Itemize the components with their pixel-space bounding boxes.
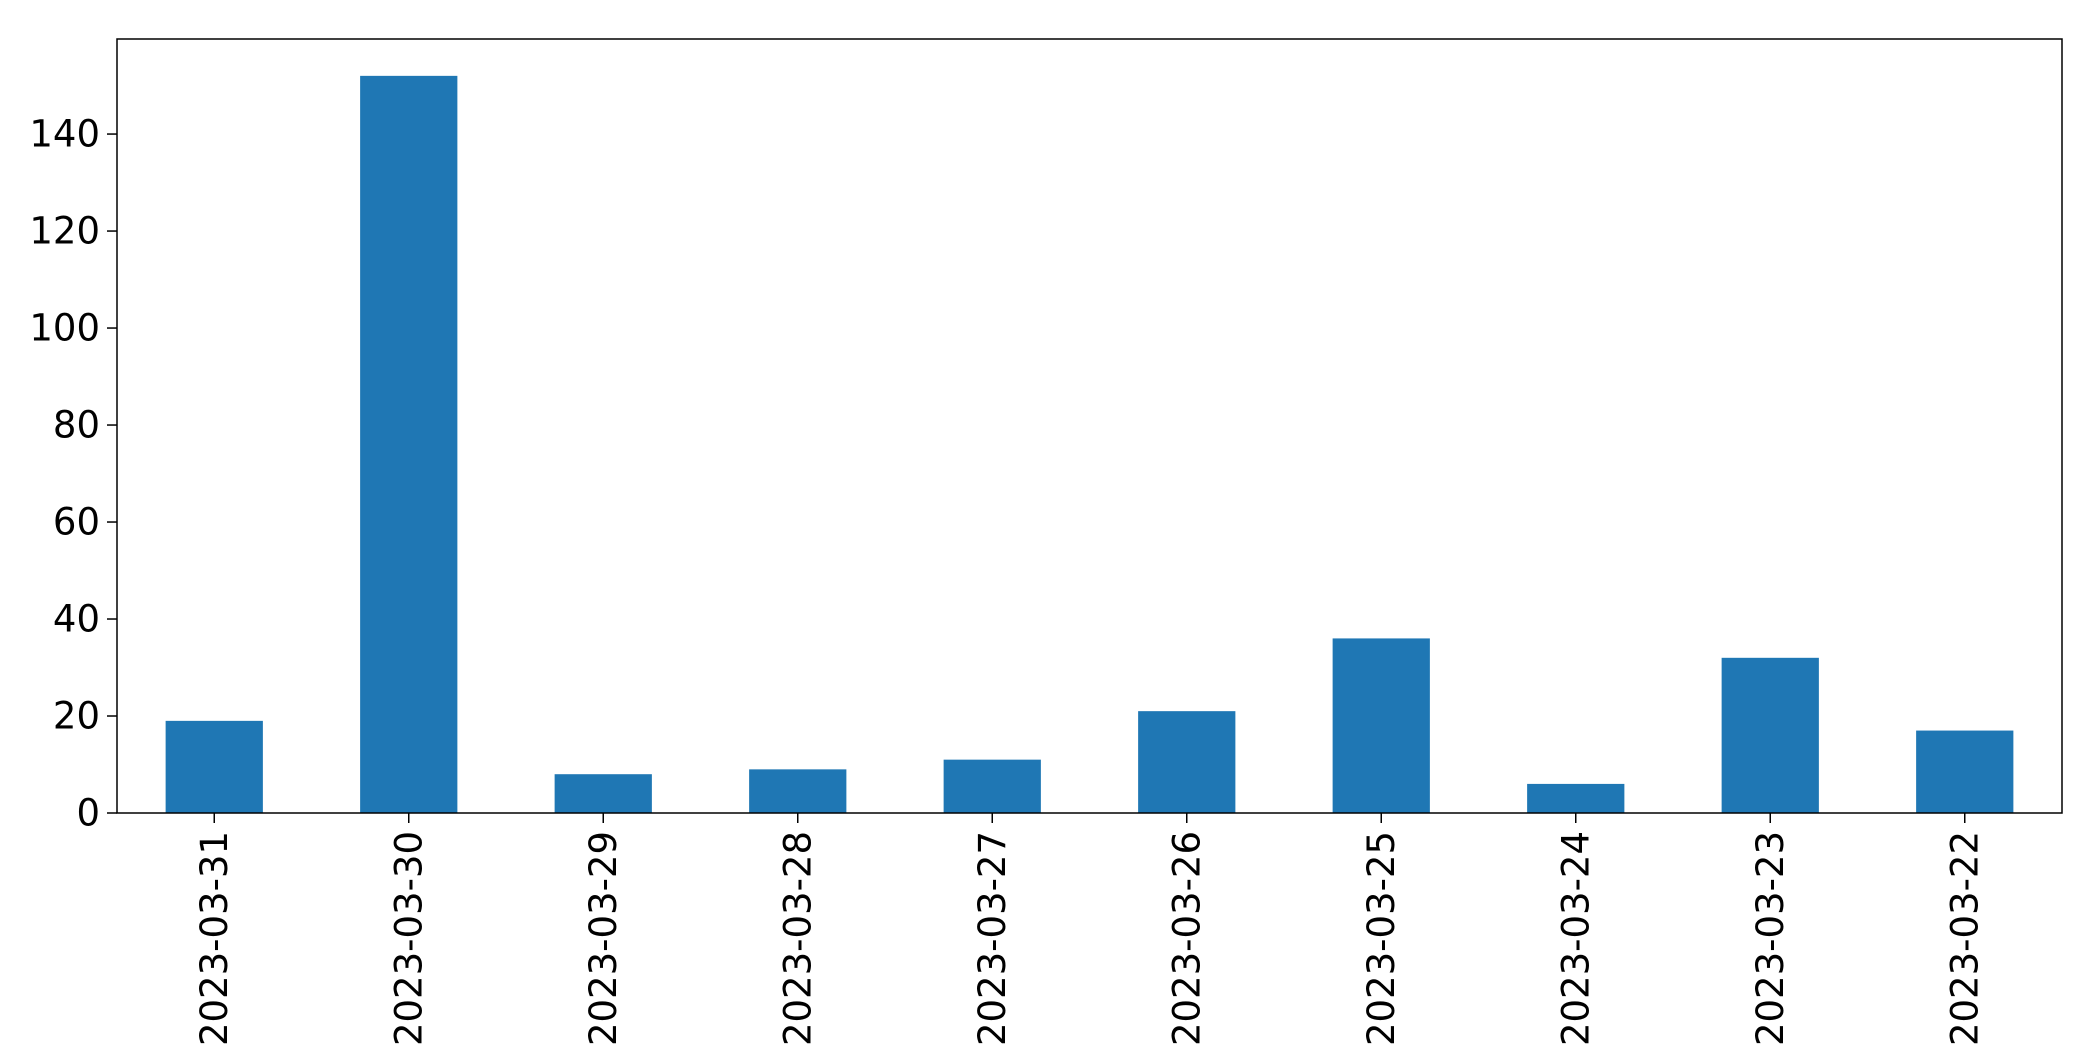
y-tick-label: 100 — [29, 307, 100, 350]
x-tick-label: 2023-03-29 — [582, 831, 625, 1046]
bar-2023-03-25 — [1332, 638, 1430, 813]
y-tick-label: 140 — [29, 113, 100, 156]
x-tick-label: 2023-03-25 — [1360, 831, 1403, 1046]
bar-2023-03-23 — [1721, 657, 1819, 813]
y-tick-label: 20 — [53, 695, 100, 738]
bar-2023-03-26 — [1138, 711, 1236, 813]
bar-2023-03-31 — [165, 720, 263, 813]
bar-2023-03-28 — [749, 769, 847, 813]
x-tick-label: 2023-03-26 — [1165, 831, 1208, 1046]
bar-2023-03-30 — [360, 75, 458, 814]
plot-frame — [116, 38, 2063, 814]
bar-2023-03-24 — [1527, 783, 1625, 813]
y-tick-label: 60 — [53, 501, 100, 544]
y-tick-label: 80 — [53, 404, 100, 447]
y-tick-label: 0 — [76, 792, 100, 835]
bar-2023-03-29 — [554, 774, 652, 813]
x-tick-label: 2023-03-23 — [1749, 831, 1792, 1046]
bar-2023-03-27 — [943, 759, 1041, 813]
bars-group — [165, 75, 2014, 814]
x-tick-label: 2023-03-24 — [1554, 831, 1597, 1046]
y-tick-label: 40 — [53, 598, 100, 641]
x-tick-label: 2023-03-30 — [387, 831, 430, 1046]
x-axis: 2023-03-31 2023-03-30 2023-03-29 2023-03-28… — [193, 813, 1986, 1046]
x-tick-label: 2023-03-28 — [776, 831, 819, 1046]
y-axis: 0 20 40 60 80 100 120 140 — [29, 113, 117, 835]
x-tick-label: 2023-03-22 — [1943, 831, 1986, 1046]
x-tick-label: 2023-03-31 — [193, 831, 236, 1046]
y-tick-label: 120 — [29, 210, 100, 253]
bar-2023-03-22 — [1916, 730, 2014, 813]
x-tick-label: 2023-03-27 — [971, 831, 1014, 1046]
